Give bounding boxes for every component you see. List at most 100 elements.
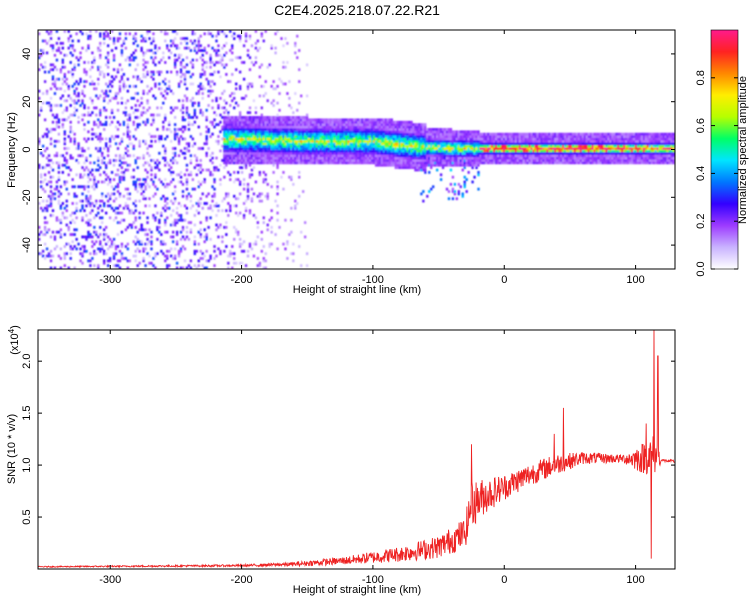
spectrogram-cell [138,156,141,160]
spectrogram-cell [41,199,45,203]
spectrogram-cell [205,135,208,138]
spectrogram-cell [260,230,263,234]
spectrogram-cell [112,192,116,196]
spectrogram-cell [81,32,84,36]
spectrogram-cell [414,132,417,136]
spectrogram-cell [331,161,334,165]
spectrogram-cell [87,199,90,203]
spectrogram-cell [272,80,275,83]
spectrogram-cell [327,144,330,148]
spectrogram-cell [124,113,128,117]
spectrogram-cell [73,221,76,224]
spectrogram-cell [207,82,210,86]
spectrogram-cell [351,154,354,158]
spectrogram-cell [55,180,59,184]
spectrogram-cell [156,166,159,170]
spectrogram-cell [168,249,171,253]
spectrogram-cell [424,166,427,170]
spectrogram-cell [303,161,307,165]
spectrogram-cell [49,235,53,239]
spectrogram-cell [313,147,317,150]
spectrogram-cell [459,144,462,148]
spectrogram-cell [238,130,242,134]
spectrogram-cell [43,166,47,170]
spectrogram-cell [276,151,279,155]
spectrogram-cell [138,216,141,220]
spectrogram-cell [136,77,139,81]
spectrogram-cell [235,137,238,141]
spectrogram-cell [49,106,53,110]
spectrogram-cell [242,159,246,162]
spectrogram-cell [73,194,76,198]
spectrogram-cell [43,228,47,232]
spectrogram-cell [321,142,325,146]
spectrogram-cell [317,159,321,162]
spectrogram-cell [404,159,407,162]
spectrogram-cell [412,163,415,167]
spectrogram-cell [81,254,84,258]
spectrogram-cell [435,130,439,134]
spectrogram-cell [290,132,293,136]
spectrogram-cell [175,242,179,246]
spectrogram-cell [351,135,354,138]
spectrogram-cell [290,127,293,131]
spectrogram-cell [116,147,120,150]
spectrogram-cell [110,111,114,115]
spectrogram-cell [132,154,135,158]
spectrogram-cell [394,120,397,124]
spectrogram-cell [65,161,68,165]
spectrogram-cell [104,34,108,38]
spectrogram-cell [270,125,273,129]
spectrogram-cell [252,149,256,153]
spectrogram-cell [296,144,299,148]
spectrogram-cell [487,135,490,138]
spectrogram-cell [142,106,145,110]
spectrogram-cell [144,168,147,172]
spectrogram-cell [441,154,445,158]
spectrogram-cell [164,151,167,155]
spectrogram-cell [211,73,214,76]
spectrogram-cell [394,151,397,155]
spectrogram-cell [231,135,234,138]
spectrogram-cell [410,156,413,160]
spectrogram-cell [408,149,411,153]
spectrogram-cell [386,142,390,146]
spectrogram-cell [144,65,147,69]
spectrogram-cell [463,151,466,155]
spectrogram-cell [156,106,159,110]
spectrogram-cell [268,149,271,153]
spectrogram-cell [51,75,55,79]
spectrogram-cell [233,123,236,126]
spectrogram-cell [223,132,226,136]
spectrogram-cell [189,123,193,126]
spectrogram-cell [116,135,120,138]
spectrogram-cell [266,139,269,143]
spectrogram-cell [447,149,451,153]
spectrogram-cell [430,161,433,165]
spectrogram-cell [104,225,108,229]
spectrogram-cell [65,204,68,208]
spectrogram-cell [370,144,374,148]
spectrogram-cell [91,51,94,55]
spectrogram-cell [296,108,299,112]
spectrogram-cell [351,130,354,134]
spectrogram-cell [213,111,216,115]
spectrogram-cell [67,84,70,88]
spectrogram-cell [386,135,390,138]
spectrogram-cell [439,149,443,153]
spectrogram-cell [315,149,319,153]
spectrogram-cell [106,149,110,153]
spectrogram-cell [217,135,220,138]
spectrogram-cell [294,149,297,153]
spectrogram-cell [256,120,260,124]
spectrogram-cell [292,118,295,122]
spectrogram-cell [333,161,336,165]
spectrogram-cell [392,130,395,134]
spectrogram-cell [345,139,348,143]
spectrogram-cell [386,139,390,143]
spectrogram-cell [114,92,118,95]
spectrogram-cell [432,161,435,165]
spectrogram-cell [463,163,466,167]
spectrogram-cell [266,118,269,122]
spectrogram-cell [41,101,45,105]
